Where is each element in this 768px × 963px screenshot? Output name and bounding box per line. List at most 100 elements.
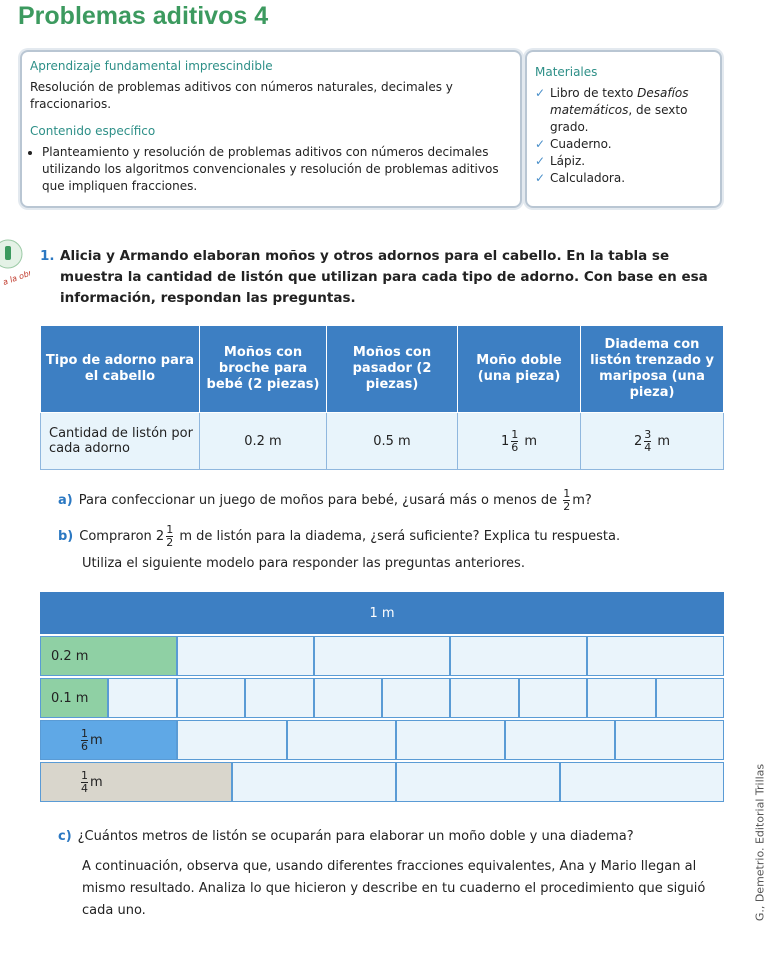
denominator: 4 [81, 781, 88, 795]
problem: 1. Alicia y Armando elaboran moños y otr… [40, 246, 720, 309]
text: Resolución de problemas aditivos con núm… [30, 80, 453, 111]
paragraph: A continuación, observa que, usando dife… [82, 859, 706, 918]
header-cell: Moños con broche para bebé (2 piezas) [199, 325, 327, 413]
model-row: 0.1 m [40, 678, 725, 718]
material: Calculadora. [535, 170, 712, 187]
learning-box: Aprendizaje fundamental imprescindible R… [20, 50, 522, 208]
materials-box: Materiales Libro de texto Desafíos matem… [525, 50, 722, 208]
model-cell [560, 762, 724, 802]
model-cell [450, 678, 519, 718]
text: Alicia y Armando elaboran moños y otros … [60, 248, 708, 306]
header-cell: Diadema con listón trenzado y mariposa (… [580, 325, 724, 413]
whole: 1 [500, 433, 510, 449]
model-cell [518, 678, 588, 718]
numerator: 3 [644, 427, 652, 441]
page: {"header":{"title":"Problemas aditivos 4… [0, 0, 768, 932]
model-cell [587, 636, 724, 676]
numerator: 1 [81, 726, 88, 740]
whole: 2 [633, 433, 643, 449]
text: , de sexto grado. [550, 103, 688, 134]
model-cell [245, 678, 314, 718]
model-cell [313, 636, 451, 676]
model-cell [587, 678, 656, 718]
heading: Contenido específico [30, 124, 156, 138]
model-cell [177, 720, 287, 760]
header-row: Tipo de adorno para el cabello Moños con… [40, 325, 724, 413]
header-cell: Moños con pasador (2 piezas) [326, 325, 458, 413]
bullet-list: Planteamiento y resolución de problemas … [30, 144, 512, 195]
cell: 0.5 m [326, 412, 458, 470]
denominator: 6 [81, 739, 88, 753]
cell-label: 0.1 m [51, 690, 89, 706]
numerator: 1 [81, 768, 88, 782]
heading: Aprendizaje fundamental imprescindible [30, 59, 273, 73]
unit: m [524, 433, 538, 449]
whole: 2 [155, 529, 165, 544]
model-cell: 0.2 m [40, 636, 177, 676]
question: a) Para confeccionar un juego de moños pa… [58, 488, 592, 513]
text: Libro de texto [550, 86, 638, 100]
text: ¿Cuántos metros de listón se ocuparán pa… [77, 829, 634, 844]
numerator: 1 [511, 427, 519, 441]
model-cell [396, 762, 560, 802]
model-cell [382, 678, 451, 718]
question: c) ¿Cuántos metros de listón se ocuparán … [58, 826, 634, 848]
model-cell [505, 720, 615, 760]
table: Tipo de adorno para el cabello Moños con… [40, 325, 724, 470]
model-cell [313, 678, 383, 718]
label: a) [58, 493, 73, 508]
model-cell [286, 720, 396, 760]
row: Cantidad de listón por cada adorno 0.2 m… [40, 412, 724, 470]
model-cell [655, 678, 725, 718]
denominator: 2 [166, 536, 174, 549]
text: Desafíos matemáticos [550, 86, 689, 117]
unit: m [657, 433, 671, 449]
model-cell [108, 678, 177, 718]
label: c) [58, 829, 72, 844]
model-header: 1 m [40, 592, 724, 634]
model-cell [176, 636, 314, 676]
text: Compraron [79, 529, 152, 544]
text: m? [572, 493, 592, 508]
model-cell [450, 636, 588, 676]
material: Libro de texto Desafíos matemáticos, de … [535, 85, 712, 136]
numerator: 1 [166, 523, 174, 536]
number: 1. [40, 248, 55, 264]
section-icon: a la obra [0, 239, 30, 288]
header-cell: Tipo de adorno para el cabello [40, 325, 200, 413]
row-label: Cantidad de listón por cada adorno [40, 412, 200, 470]
model-cell: 0.1 m [40, 678, 109, 718]
label: b) [58, 529, 74, 544]
cell-label: 0.2 m [51, 648, 89, 664]
heading: Materiales [535, 65, 598, 79]
instruction: Utiliza el siguiente modelo para respond… [82, 556, 525, 571]
model-row: 0.2 m [40, 636, 724, 676]
text: m de listón para la diadema, ¿será sufic… [179, 529, 621, 544]
denominator: 2 [563, 500, 571, 513]
title: Problemas aditivos 4 [18, 2, 269, 30]
unit: m [90, 774, 103, 790]
denominator: 6 [511, 440, 519, 454]
unit: m [90, 732, 103, 748]
credit: G., Demetrio. Editorial Trillas [753, 763, 767, 922]
material: Lápiz. [535, 153, 712, 170]
denominator: 4 [644, 440, 652, 454]
bullet: Planteamiento y resolución de problemas … [42, 144, 512, 195]
materials-list: Libro de texto Desafíos matemáticos, de … [535, 85, 712, 187]
material: Cuaderno. [535, 136, 712, 153]
model-cell [395, 720, 506, 760]
model-cell [232, 762, 396, 802]
icon-label: a la obra [2, 267, 30, 288]
